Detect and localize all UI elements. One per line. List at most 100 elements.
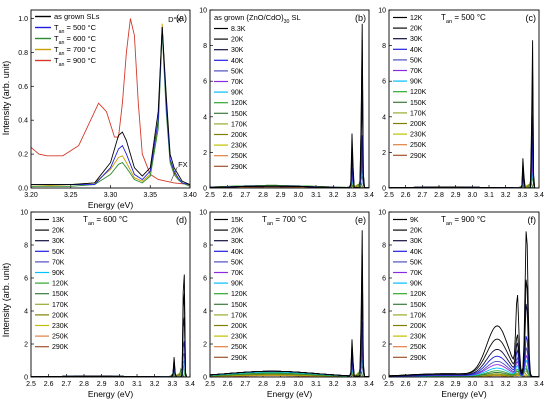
x-tick-label: 3.2 (150, 381, 160, 388)
y-tick-label: 0 (382, 375, 386, 382)
y-tick-label: 0.4 (18, 118, 28, 125)
plot-frame (388, 211, 540, 378)
legend-label: 70K (231, 270, 244, 277)
x-tick-label: 3.1 (484, 192, 494, 199)
y-tick-label: 0 (203, 186, 207, 193)
x-tick-label: 2.9 (451, 192, 461, 199)
x-tick-label: 2.9 (451, 381, 461, 388)
y-tick-label: 6 (382, 276, 386, 283)
x-tick-label: 2.8 (434, 381, 444, 388)
x-tick-label: 2.8 (79, 381, 89, 388)
panel-label: (c) (526, 13, 537, 23)
y-tick-label: 6 (203, 276, 207, 283)
legend-label: 30K (410, 238, 423, 245)
legend-label: 70K (410, 270, 423, 277)
series-line (389, 347, 539, 377)
legend-label: 150K (231, 111, 248, 118)
legend-label: 50K (410, 57, 423, 64)
x-tick-label: 3.3 (517, 381, 527, 388)
x-tick-label: 2.7 (240, 381, 250, 388)
y-tick-label: 10 (20, 210, 28, 217)
x-tick-label: 3.4 (534, 381, 544, 388)
x-tick-label: 3.4 (534, 192, 544, 199)
legend-label: 40K (410, 249, 423, 256)
y-tick-label: 6 (382, 79, 386, 86)
x-axis-label: Energy (eV) (88, 389, 134, 399)
x-tick-label: 3.3 (346, 381, 356, 388)
legend-label: 230K (410, 334, 427, 341)
panel-title: Tan = 600 °C (83, 215, 128, 227)
y-tick-label: 8 (382, 243, 386, 250)
legend-label: 30K (231, 238, 244, 245)
legend-label: 40K (410, 47, 423, 54)
series-line (31, 18, 190, 186)
y-tick-label: 10 (378, 210, 386, 217)
legend-label: 200K (52, 312, 69, 319)
legend-label: 150K (52, 291, 69, 298)
x-axis-label: Energy (eV) (88, 200, 134, 210)
panel-label: (e) (355, 215, 366, 225)
x-tick-label: 3.20 (24, 192, 38, 199)
legend-label: 20K (231, 228, 244, 235)
legend-label: 20K (410, 26, 423, 33)
series-line (31, 364, 190, 377)
legend-label: 250K (410, 344, 427, 351)
y-tick-label: 0 (203, 375, 207, 382)
y-tick-label: 2 (203, 342, 207, 349)
x-tick-label: 3.35 (143, 192, 157, 199)
y-tick-label: 0 (382, 186, 386, 193)
x-tick-label: 2.5 (26, 381, 36, 388)
legend-label: 200K (231, 323, 248, 330)
x-tick-label: 2.9 (276, 381, 286, 388)
x-tick-label: 3.0 (293, 381, 303, 388)
legend-label: 90K (231, 281, 244, 288)
y-tick-label: 6 (24, 276, 28, 283)
x-tick-label: 3.2 (501, 192, 511, 199)
panel-label: (a) (176, 13, 187, 23)
legend-label: 50K (231, 68, 244, 75)
legend-label: 90K (52, 270, 65, 277)
legend-label: 200K (410, 323, 427, 330)
x-tick-label: 3.1 (484, 381, 494, 388)
series-line (389, 177, 539, 188)
legend-label: Tan = 500 °C (54, 23, 97, 35)
annotation-dox: D°X (168, 15, 181, 24)
y-tick-label: 4 (382, 114, 386, 121)
y-tick-label: 8 (203, 243, 207, 250)
panel-title: Tan = 900 °C (441, 215, 486, 227)
legend-label: 30K (231, 47, 244, 54)
legend-label: 290K (410, 153, 427, 160)
legend-label: 150K (410, 302, 427, 309)
legend-label: 70K (231, 79, 244, 86)
y-tick-label: 0.6 (18, 84, 28, 91)
series-line (31, 31, 190, 187)
figure-ylabel-top: Intensity (arb. unit) (1, 61, 11, 136)
legend-label: 20K (231, 37, 244, 44)
legend-label: 15K (231, 217, 244, 224)
series-line (389, 231, 539, 377)
legend-label: 90K (410, 79, 423, 86)
panel-title: Tan = 700 °C (262, 215, 307, 227)
panel-title: as grown {ZnO/CdO}30 SL (214, 13, 301, 25)
x-tick-label: 3.1 (311, 381, 321, 388)
plot-frame (388, 9, 540, 189)
annotation-arrow (170, 166, 178, 182)
y-tick-label: 0 (24, 375, 28, 382)
legend-label: 230K (231, 143, 248, 150)
panel-5: 2.5 2.6 2.7 2.8 2.9 3.0 3.1 3.2 3.3 3.4 0 2 4 6 8 10 (f)… (378, 210, 544, 400)
x-tick-label: 3.2 (329, 192, 339, 199)
x-tick-label: 2.6 (401, 381, 411, 388)
series-line (31, 367, 190, 377)
x-axis-label: Energy (eV) (441, 389, 487, 399)
legend-label: 40K (231, 58, 244, 65)
legend-label: 40K (231, 249, 244, 256)
series-line (31, 359, 190, 377)
series-line (210, 230, 369, 377)
panel-2: 2.5 2.6 2.7 2.8 2.9 3.0 3.1 3.2 3.3 3.4 0 2 4 6 8 10 (c)… (378, 8, 544, 200)
x-tick-label: 3.4 (364, 192, 374, 199)
legend-label: 290K (231, 164, 248, 171)
y-tick-label: 2 (382, 150, 386, 157)
legend-label: 120K (410, 291, 427, 298)
legend-label: 70K (410, 68, 423, 75)
